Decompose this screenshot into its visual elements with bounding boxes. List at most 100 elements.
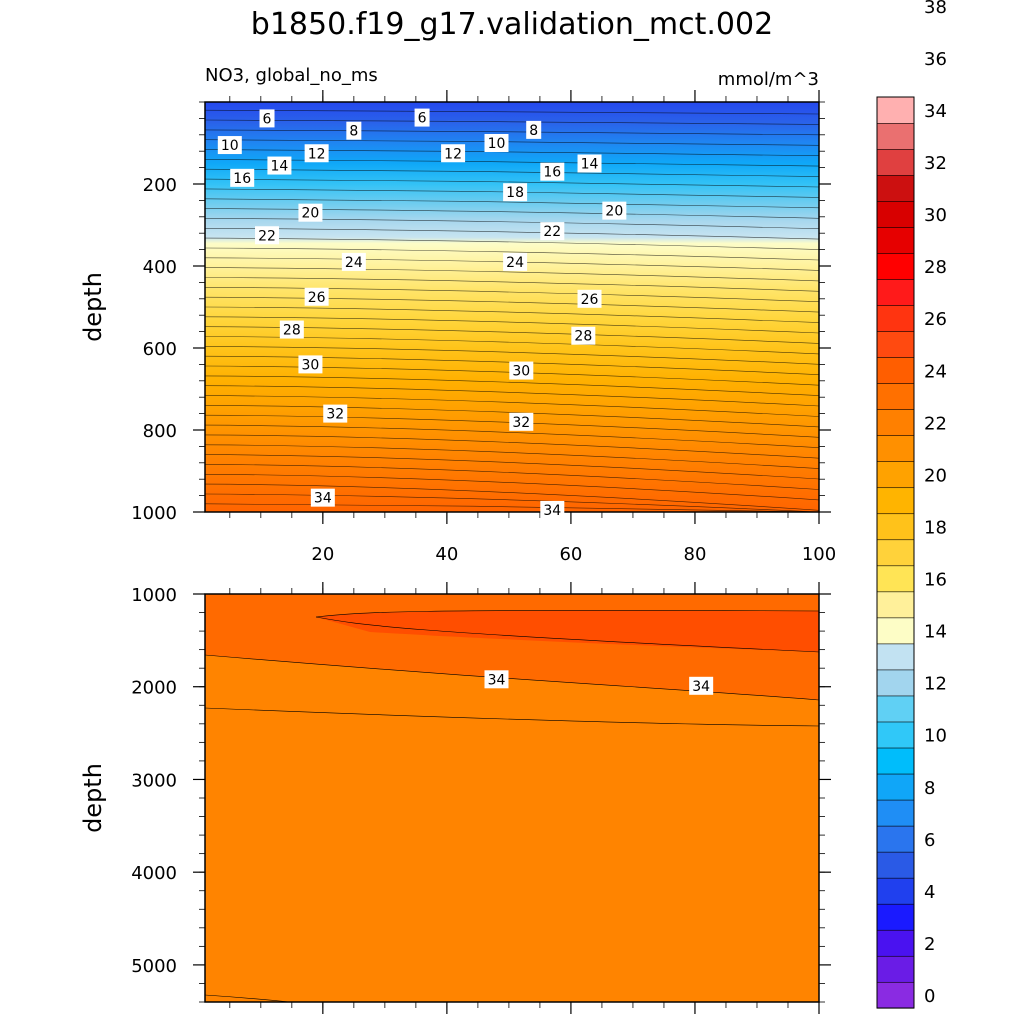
- colorbar-tick-label: 18: [924, 517, 947, 538]
- y-tick-label: 400: [143, 257, 177, 278]
- contour-label-text: 30: [512, 364, 530, 380]
- contour-line: [204, 464, 820, 490]
- contour-label: 6: [414, 108, 430, 127]
- contour-label-text: 20: [302, 206, 320, 222]
- lower-axes: 1000 2000 3000 4000 5000: [131, 582, 831, 1014]
- contour-label: 20: [602, 201, 627, 220]
- contour-label: 26: [577, 289, 602, 308]
- contour-label: 8: [526, 120, 542, 139]
- upper-axes: 200 400 600 800 1000 20 40 60 80 100: [131, 90, 836, 565]
- contour-label-bg: [323, 404, 348, 423]
- lower-band-36: [316, 610, 819, 652]
- contour-label: 26: [304, 287, 329, 306]
- colorbar-tick-label: 38: [924, 0, 947, 18]
- upper-ylabel: depth: [79, 272, 107, 342]
- contour-line: [204, 267, 820, 282]
- contour-label-text: 18: [506, 185, 524, 201]
- contour-label: 32: [323, 404, 348, 423]
- y-tick-label: 1000: [131, 503, 177, 524]
- colorbar-swatch: [876, 669, 915, 697]
- colorbar-swatch: [876, 513, 915, 541]
- colorbar-swatch: [876, 174, 915, 202]
- colorbar-tick-label: 32: [924, 153, 947, 174]
- colorbar-tick-label: 8: [924, 778, 935, 799]
- colorbar-tick-label: 14: [924, 622, 947, 643]
- colorbar-swatch: [876, 981, 915, 1009]
- colorbar-swatch: [876, 330, 915, 358]
- contour-label: 34: [540, 500, 565, 519]
- colorbar-swatch: [876, 383, 915, 410]
- contour-label-bg: [259, 109, 275, 128]
- x-tick-label: 20: [311, 544, 334, 565]
- contour-label: 16: [230, 168, 255, 187]
- contour-label: 8: [346, 121, 362, 140]
- contour-label-text: 30: [302, 357, 320, 373]
- contour-label: 22: [540, 222, 565, 241]
- contour-label-text: 8: [529, 123, 538, 139]
- colorbar-swatch: [876, 461, 915, 489]
- colorbar-swatch: [876, 148, 915, 176]
- contour-label: 34: [484, 670, 509, 689]
- y-tick-label: 4000: [131, 863, 177, 884]
- colorbar-swatch: [876, 435, 915, 463]
- colorbar-swatch: [876, 747, 915, 775]
- contour-line: [204, 119, 820, 125]
- contour-label-bg: [509, 361, 534, 380]
- contour-label: 30: [298, 355, 323, 374]
- contour-label-text: 10: [488, 136, 506, 152]
- contour-label-text: 22: [258, 228, 276, 244]
- colorbar-swatch: [876, 409, 915, 436]
- contour-label: 12: [304, 144, 329, 163]
- x-tick-label: 80: [684, 544, 707, 565]
- contour-label-text: 6: [263, 111, 272, 127]
- contour-label: 6: [259, 109, 275, 128]
- contour-label: 12: [441, 144, 466, 163]
- variable-label: NO3, global_no_ms: [205, 65, 378, 86]
- units-label: mmol/m^3: [718, 69, 819, 90]
- contour-line: [204, 503, 820, 513]
- contour-line: [204, 434, 820, 459]
- colorbar-swatch: [876, 773, 915, 801]
- colorbar-tick-label: 4: [924, 882, 935, 903]
- contour-label-text: 34: [314, 491, 332, 507]
- colorbar: 0246810121416182022242628303234363840424…: [876, 0, 947, 1009]
- contour-label-text: 24: [506, 255, 524, 271]
- contour-label-bg: [341, 252, 366, 271]
- colorbar-tick-label: 28: [924, 257, 947, 278]
- contour-label-text: 28: [283, 323, 301, 339]
- contour-line: [204, 208, 820, 219]
- colorbar-tick-label: 12: [924, 674, 947, 695]
- colorbar-frame: [876, 96, 915, 1009]
- colorbar-tick-label: 30: [924, 205, 947, 226]
- contour-label-text: 14: [271, 159, 289, 175]
- x-tick-label: 40: [435, 544, 458, 565]
- lower-panel: 1000 2000 3000 4000 5000 34 34: [131, 582, 831, 1014]
- colorbar-swatch: [876, 851, 915, 879]
- contour-label-bg: [602, 201, 627, 220]
- contour-label: 10: [484, 134, 509, 152]
- contour-line: [204, 178, 820, 188]
- contour-label-text: 28: [574, 329, 592, 345]
- contour-line: [204, 306, 820, 323]
- colorbar-swatch: [876, 487, 915, 515]
- colorbar-tick-label: 2: [924, 934, 935, 955]
- contour-label-bg: [577, 154, 602, 173]
- colorbar-swatch: [876, 122, 915, 150]
- contour-label: 24: [503, 252, 528, 271]
- contour-label-bg: [304, 287, 329, 306]
- colorbar-swatch: [876, 877, 915, 905]
- colorbar-swatch: [876, 252, 915, 280]
- y-tick-label: 600: [143, 339, 177, 360]
- contour-line: [204, 654, 820, 701]
- colorbar-swatch: [876, 617, 915, 645]
- contour-label: 30: [509, 361, 534, 380]
- colorbar-swatch: [876, 356, 915, 384]
- contour-label: 14: [267, 156, 292, 175]
- x-tick-label: 60: [559, 544, 582, 565]
- colorbar-swatch: [876, 200, 915, 228]
- contour-line: [204, 346, 820, 365]
- colorbar-tick-label: 20: [924, 465, 947, 486]
- contour-line: [204, 316, 820, 334]
- contour-line: [204, 129, 820, 136]
- chart-title: b1850.f19_g17.validation_mct.002: [251, 7, 773, 42]
